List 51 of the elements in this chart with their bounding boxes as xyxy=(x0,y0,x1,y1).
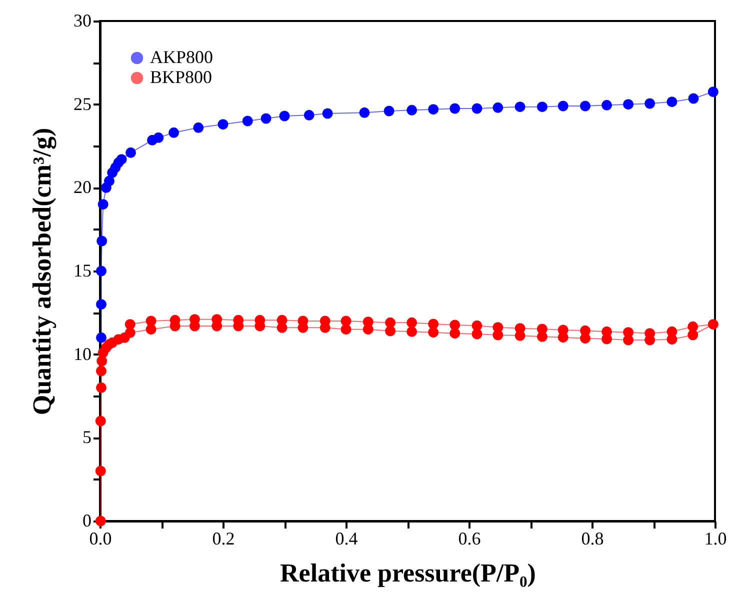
point xyxy=(98,199,108,210)
point xyxy=(428,104,439,115)
point xyxy=(359,107,370,118)
point xyxy=(492,102,504,113)
point xyxy=(96,266,106,276)
x-axis-title: Relative pressure(P/P₀) xyxy=(280,558,536,588)
x-tick-label: 0.0 xyxy=(89,528,112,548)
point xyxy=(406,104,418,116)
y-tick-label: 0 xyxy=(82,510,92,530)
point xyxy=(104,176,114,186)
point xyxy=(96,236,108,246)
point xyxy=(472,103,482,114)
point xyxy=(168,127,180,138)
point xyxy=(688,93,699,104)
y-tick-label: 20 xyxy=(74,177,92,198)
point xyxy=(580,100,590,112)
point xyxy=(322,108,333,119)
legend-label: BKP800 xyxy=(150,67,212,87)
point xyxy=(218,119,228,130)
y-tick-label: 30 xyxy=(74,10,92,30)
point xyxy=(242,116,253,126)
point xyxy=(602,100,612,110)
y-tick-label: 10 xyxy=(74,344,92,364)
point xyxy=(644,98,656,109)
point xyxy=(304,110,314,120)
point xyxy=(558,100,568,112)
point xyxy=(384,106,394,116)
x-tick-label: 0.2 xyxy=(212,528,235,548)
point xyxy=(623,99,634,110)
point xyxy=(279,110,290,122)
point xyxy=(96,332,106,343)
y-tick-label: 15 xyxy=(74,260,92,280)
point xyxy=(193,122,204,133)
point xyxy=(514,102,526,112)
y-axis-title: Quantity adsorbed(cm³/g) xyxy=(28,128,56,416)
point xyxy=(96,299,106,310)
point xyxy=(666,96,678,108)
x-tick-label: 0.4 xyxy=(335,528,358,548)
x-tick-label: 0.6 xyxy=(458,528,481,548)
x-tick-label: 0.8 xyxy=(581,528,604,548)
point xyxy=(153,132,164,143)
point xyxy=(450,103,460,114)
point xyxy=(708,86,718,98)
x-tick-label: 1.0 xyxy=(704,528,727,548)
point xyxy=(116,154,127,165)
point xyxy=(126,147,136,158)
point xyxy=(260,113,272,124)
y-tick-label: 5 xyxy=(82,427,92,448)
legend-label: AKP800 xyxy=(150,47,214,67)
y-tick-label: 25 xyxy=(74,94,92,114)
point xyxy=(536,102,548,112)
